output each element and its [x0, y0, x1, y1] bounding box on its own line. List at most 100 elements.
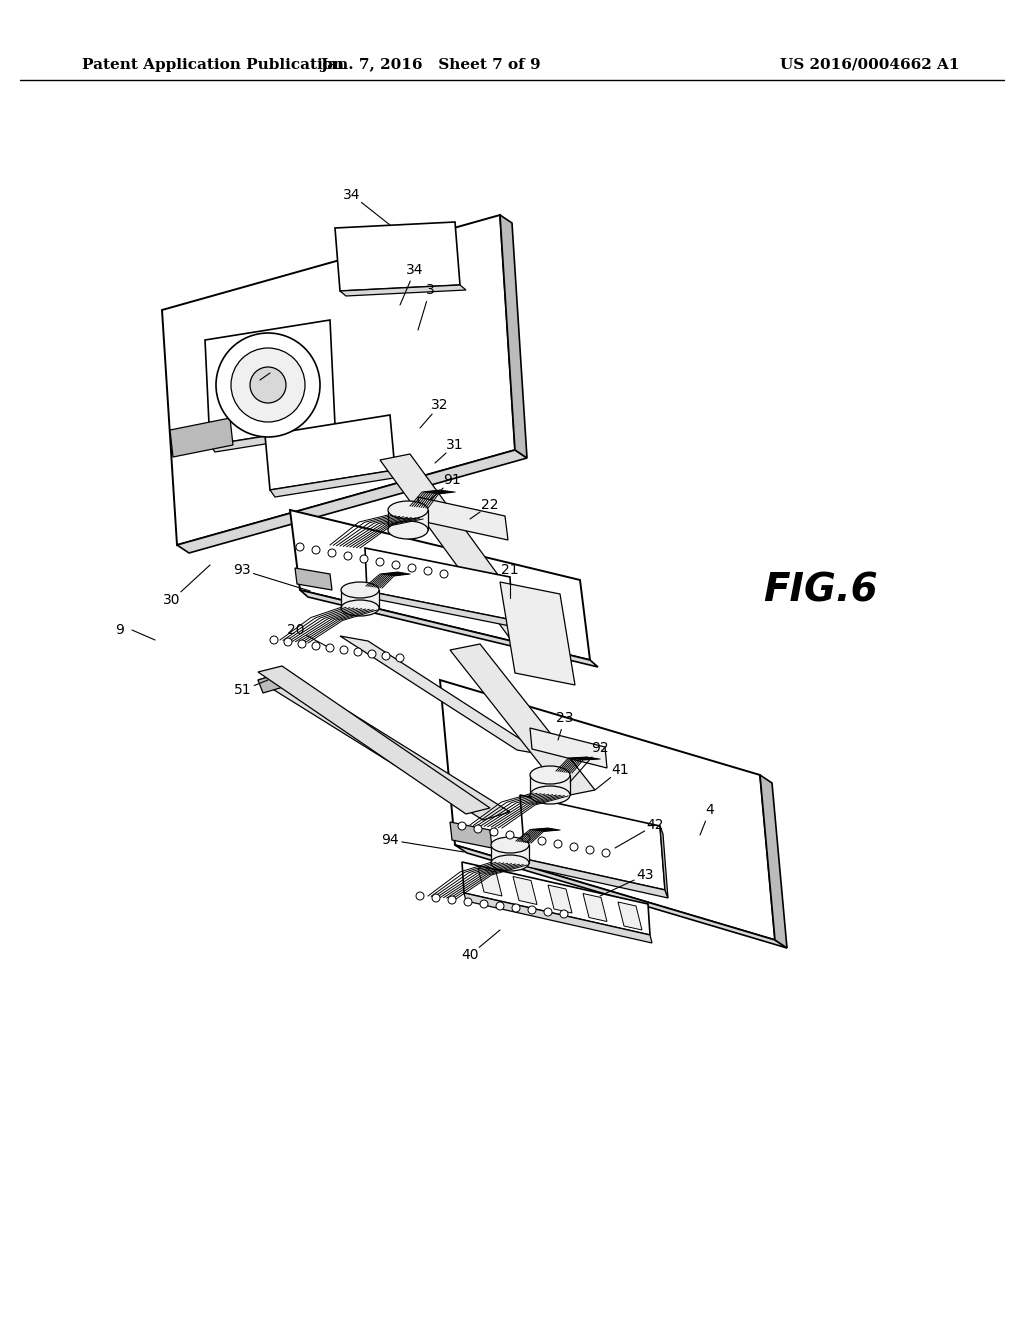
Polygon shape [340, 285, 466, 296]
Polygon shape [548, 884, 572, 913]
Text: 21: 21 [501, 564, 519, 577]
Polygon shape [583, 894, 607, 921]
Polygon shape [388, 510, 428, 531]
Circle shape [250, 367, 286, 403]
Polygon shape [760, 775, 787, 948]
Circle shape [312, 546, 319, 554]
Circle shape [432, 894, 440, 902]
Polygon shape [162, 215, 515, 545]
Circle shape [528, 906, 536, 913]
Circle shape [602, 849, 610, 857]
Circle shape [368, 649, 376, 657]
Polygon shape [380, 454, 560, 667]
Polygon shape [440, 680, 775, 940]
Text: 93: 93 [233, 564, 251, 577]
Text: 4: 4 [706, 803, 715, 817]
Circle shape [396, 653, 404, 663]
Text: 43: 43 [636, 869, 653, 882]
Polygon shape [177, 450, 527, 553]
Polygon shape [455, 845, 787, 948]
Circle shape [522, 834, 530, 842]
Circle shape [344, 552, 352, 560]
Ellipse shape [341, 582, 379, 598]
Circle shape [570, 843, 578, 851]
Circle shape [298, 640, 306, 648]
Polygon shape [530, 729, 607, 768]
Circle shape [424, 568, 432, 576]
Polygon shape [290, 510, 590, 660]
Text: Jan. 7, 2016   Sheet 7 of 9: Jan. 7, 2016 Sheet 7 of 9 [319, 58, 541, 73]
Polygon shape [618, 902, 642, 931]
Text: US 2016/0004662 A1: US 2016/0004662 A1 [780, 58, 959, 73]
Text: 91: 91 [443, 473, 461, 487]
Text: Patent Application Publication: Patent Application Publication [82, 58, 344, 73]
Polygon shape [170, 418, 233, 457]
Polygon shape [295, 568, 332, 590]
Text: 92: 92 [591, 741, 609, 755]
Circle shape [458, 822, 466, 830]
Polygon shape [450, 644, 595, 796]
Circle shape [544, 908, 552, 916]
Ellipse shape [341, 601, 379, 616]
Text: 42: 42 [646, 818, 664, 832]
Polygon shape [367, 591, 515, 627]
Circle shape [312, 642, 319, 649]
Text: 32: 32 [431, 399, 449, 412]
Circle shape [538, 837, 546, 845]
Polygon shape [258, 672, 290, 693]
Polygon shape [418, 498, 508, 540]
Circle shape [392, 561, 400, 569]
Text: 41: 41 [611, 763, 629, 777]
Text: 51: 51 [234, 682, 252, 697]
Circle shape [440, 570, 449, 578]
Polygon shape [490, 845, 529, 863]
Polygon shape [270, 470, 400, 498]
Text: 34: 34 [407, 263, 424, 277]
Polygon shape [365, 548, 512, 620]
Circle shape [296, 543, 304, 550]
Polygon shape [258, 672, 510, 820]
Circle shape [231, 348, 305, 422]
Text: 40: 40 [461, 948, 479, 962]
Circle shape [270, 636, 278, 644]
Polygon shape [478, 869, 502, 896]
Ellipse shape [388, 521, 428, 539]
Text: 34: 34 [343, 187, 360, 202]
Circle shape [416, 892, 424, 900]
Polygon shape [210, 425, 340, 451]
Circle shape [480, 900, 488, 908]
Text: 3: 3 [426, 282, 434, 297]
Circle shape [449, 896, 456, 904]
Circle shape [360, 554, 368, 564]
Text: 94: 94 [381, 833, 398, 847]
Polygon shape [520, 795, 665, 890]
Polygon shape [450, 822, 492, 847]
Circle shape [376, 558, 384, 566]
Circle shape [284, 638, 292, 645]
Polygon shape [530, 775, 570, 795]
Polygon shape [464, 894, 652, 942]
Ellipse shape [490, 855, 529, 871]
Circle shape [408, 564, 416, 572]
Circle shape [496, 902, 504, 909]
Text: FIG.6: FIG.6 [763, 572, 878, 609]
Text: 30: 30 [163, 593, 181, 607]
Circle shape [464, 898, 472, 906]
Text: 22: 22 [481, 498, 499, 512]
Polygon shape [205, 319, 335, 445]
Circle shape [560, 909, 568, 917]
Polygon shape [462, 862, 650, 935]
Polygon shape [500, 582, 575, 685]
Circle shape [474, 825, 482, 833]
Circle shape [328, 549, 336, 557]
Circle shape [512, 904, 520, 912]
Text: 31: 31 [446, 438, 464, 451]
Polygon shape [513, 876, 537, 904]
Ellipse shape [530, 785, 570, 804]
Ellipse shape [490, 837, 529, 853]
Text: 23: 23 [556, 711, 573, 725]
Circle shape [382, 652, 390, 660]
Polygon shape [340, 636, 545, 755]
Circle shape [490, 828, 498, 836]
Text: 20: 20 [288, 623, 305, 638]
